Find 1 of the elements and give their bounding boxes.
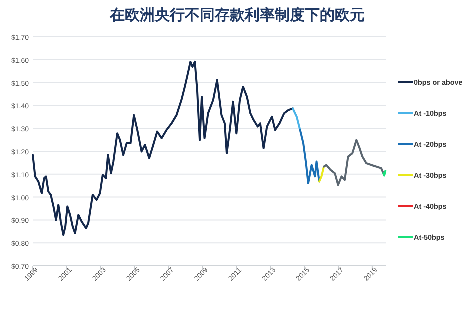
chart-title: 在欧洲央行不同存款利率制度下的欧元 xyxy=(109,6,365,24)
